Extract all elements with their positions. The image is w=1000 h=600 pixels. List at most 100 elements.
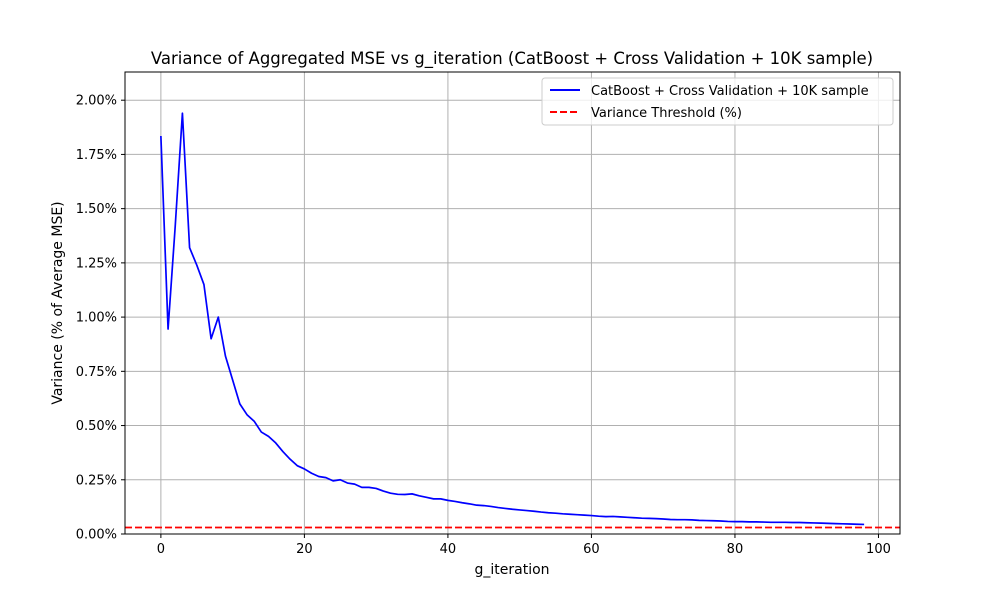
y-tick-label: 1.50% <box>76 202 117 217</box>
data-point <box>856 523 858 525</box>
data-point <box>562 513 564 515</box>
data-point <box>404 494 406 496</box>
grid-layer <box>125 72 900 535</box>
data-point <box>261 431 263 433</box>
axes-layer <box>124 71 901 535</box>
data-point <box>627 517 629 519</box>
data-point <box>691 519 693 521</box>
data-point <box>813 522 815 524</box>
data-point <box>246 414 248 416</box>
data-point <box>612 516 614 518</box>
data-point <box>827 523 829 525</box>
data-point <box>282 451 284 453</box>
x-tick-label: 60 <box>583 542 600 557</box>
data-point <box>447 500 449 502</box>
data-point <box>203 284 205 286</box>
data-point <box>634 517 636 519</box>
ticks-layer: 0 20 40 60 80 100 0.00% 0.25% 0.50% 0.75% 1.00% 1.2… <box>76 94 891 557</box>
data-point <box>225 355 227 357</box>
data-point <box>268 436 270 438</box>
data-point <box>799 522 801 524</box>
data-point <box>583 514 585 516</box>
data-point <box>368 487 370 489</box>
data-point <box>662 518 664 520</box>
y-tick-label: 2.00% <box>76 94 117 109</box>
data-point <box>727 521 729 523</box>
data-point <box>354 483 356 485</box>
legend-label-series: CatBoost + Cross Validation + 10K sample <box>591 84 869 99</box>
x-tick-label: 100 <box>866 542 891 557</box>
data-point <box>375 488 377 490</box>
chart-title: Variance of Aggregated MSE vs g_iteratio… <box>151 49 873 69</box>
y-tick-label: 1.75% <box>76 148 117 163</box>
data-point <box>713 520 715 522</box>
data-point <box>440 498 442 500</box>
data-point <box>361 487 363 489</box>
data-point <box>418 495 420 497</box>
data-point <box>777 521 779 523</box>
series-layer <box>125 112 900 529</box>
data-point <box>311 472 313 474</box>
data-point <box>411 493 413 495</box>
legend-box <box>541 77 894 126</box>
y-axis-label: Variance (% of Average MSE) <box>50 201 66 404</box>
data-point <box>325 477 327 479</box>
y-tick-label: 0.25% <box>76 473 117 488</box>
data-point <box>605 516 607 518</box>
data-point <box>189 247 191 249</box>
data-point <box>383 490 385 492</box>
data-point <box>555 512 557 514</box>
plot-frame <box>124 71 901 535</box>
data-point <box>497 507 499 509</box>
data-point <box>476 504 478 506</box>
data-point <box>296 465 298 467</box>
data-point <box>426 497 428 499</box>
data-point <box>217 316 219 318</box>
data-point <box>655 518 657 520</box>
data-point <box>505 508 507 510</box>
y-tick-label: 0.50% <box>76 419 117 434</box>
data-point <box>160 135 162 137</box>
data-point <box>835 523 837 525</box>
data-point <box>490 506 492 508</box>
data-point <box>461 502 463 504</box>
y-tick-label: 1.00% <box>76 311 117 326</box>
data-point <box>454 501 456 503</box>
data-point <box>182 112 184 114</box>
data-point <box>820 522 822 524</box>
data-point <box>648 518 650 520</box>
data-point <box>167 328 169 330</box>
x-tick-label: 80 <box>727 542 744 557</box>
data-point <box>863 524 865 526</box>
data-point <box>756 521 758 523</box>
x-tick-label: 40 <box>440 542 457 557</box>
data-point <box>763 521 765 523</box>
data-point <box>749 521 751 523</box>
x-axis-label: g_iteration <box>474 562 549 578</box>
y-tick-label: 0.00% <box>76 528 117 543</box>
data-point <box>469 503 471 505</box>
data-point <box>569 513 571 515</box>
legend: CatBoost + Cross Validation + 10K sample… <box>541 77 894 126</box>
data-point <box>720 520 722 522</box>
legend-label-threshold: Variance Threshold (%) <box>591 106 742 121</box>
data-point <box>576 514 578 516</box>
data-point <box>512 508 514 510</box>
y-tick-label: 1.25% <box>76 256 117 271</box>
data-point <box>705 520 707 522</box>
data-point <box>304 468 306 470</box>
data-point <box>540 511 542 513</box>
data-point <box>318 476 320 478</box>
data-point <box>239 403 241 405</box>
data-point <box>770 521 772 523</box>
data-point <box>698 520 700 522</box>
data-point <box>390 492 392 494</box>
data-point <box>397 494 399 496</box>
data-point <box>842 523 844 525</box>
data-point <box>433 498 435 500</box>
data-point <box>806 522 808 524</box>
data-point <box>526 510 528 512</box>
data-point <box>670 519 672 521</box>
